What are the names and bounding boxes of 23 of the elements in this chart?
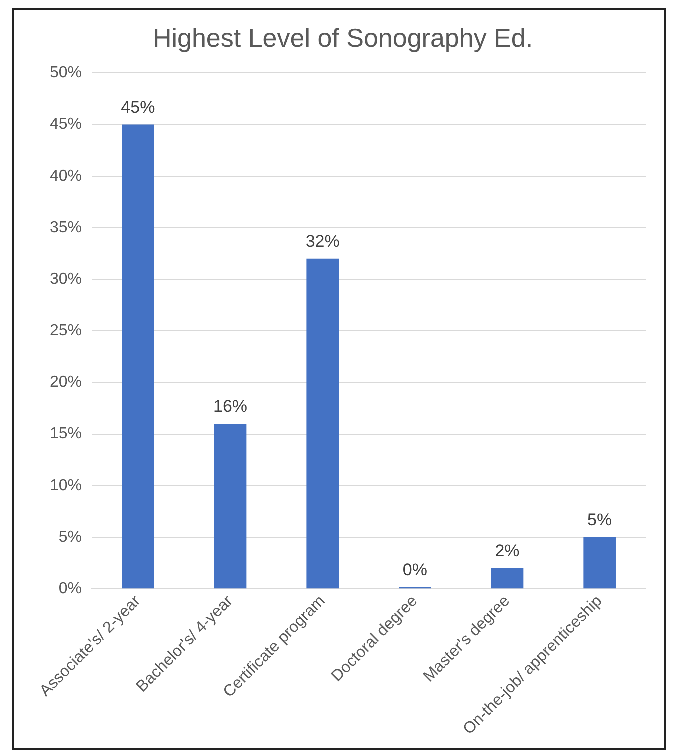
data-label: 2% bbox=[495, 542, 520, 561]
y-tick-label: 10% bbox=[50, 477, 82, 494]
data-label: 16% bbox=[214, 397, 248, 416]
y-tick-label: 30% bbox=[50, 270, 82, 288]
data-label: 32% bbox=[306, 232, 340, 252]
y-tick-label: 35% bbox=[50, 219, 82, 236]
bar bbox=[491, 568, 524, 589]
data-label: 5% bbox=[588, 510, 612, 530]
bar bbox=[122, 124, 154, 589]
data-label: 45% bbox=[121, 98, 156, 117]
chart-title: Highest Level of Sonography Ed. bbox=[152, 22, 534, 53]
data-label: 0% bbox=[402, 560, 428, 580]
y-tick-label: 45% bbox=[50, 116, 82, 134]
y-tick-label: 25% bbox=[50, 322, 82, 340]
y-tick-label: 0% bbox=[58, 580, 82, 598]
bar bbox=[214, 424, 247, 589]
bar bbox=[584, 538, 616, 589]
y-tick-label: 15% bbox=[50, 426, 82, 443]
y-tick-label: 50% bbox=[50, 64, 82, 82]
y-tick-label: 5% bbox=[58, 528, 82, 546]
bar bbox=[306, 258, 340, 589]
y-tick-label: 20% bbox=[50, 374, 82, 392]
y-tick-label: 40% bbox=[50, 168, 82, 185]
